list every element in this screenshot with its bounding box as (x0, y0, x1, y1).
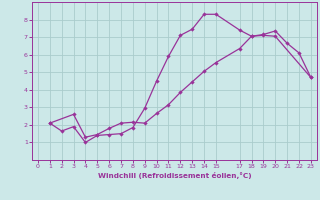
X-axis label: Windchill (Refroidissement éolien,°C): Windchill (Refroidissement éolien,°C) (98, 172, 251, 179)
